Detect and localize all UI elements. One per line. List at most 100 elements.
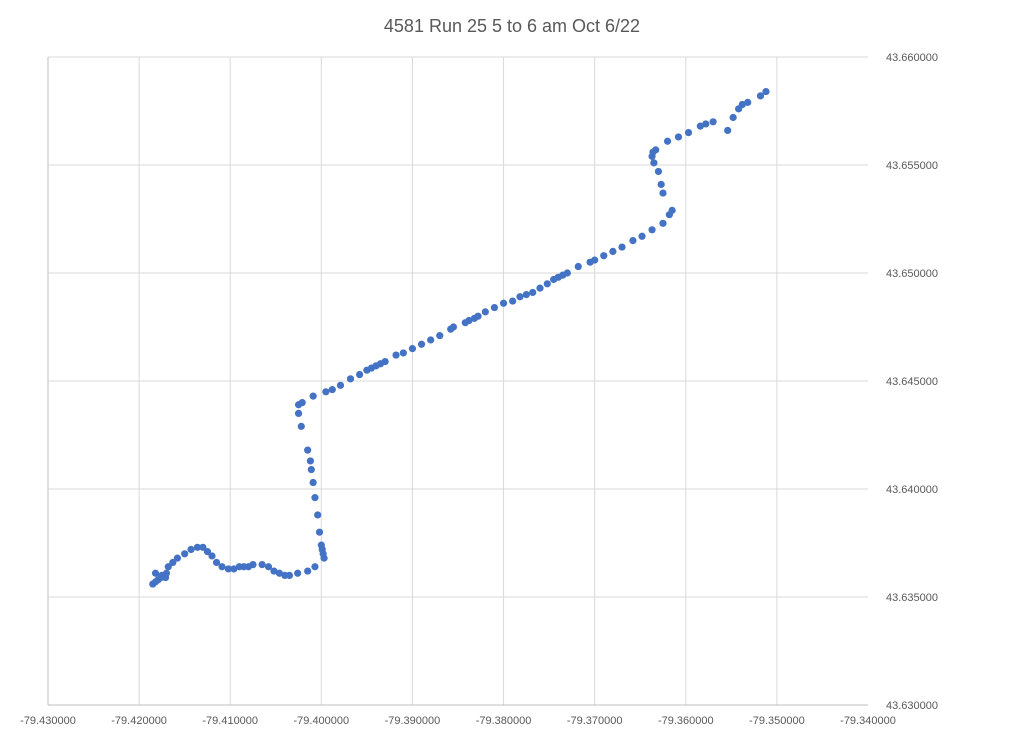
y-tick-label: 43.655000 [886, 160, 938, 172]
data-point [609, 247, 617, 255]
data-point [309, 478, 317, 487]
data-point [668, 206, 676, 214]
data-point [199, 543, 207, 551]
x-tick-label: -79.390000 [385, 715, 441, 727]
x-tick-label: -79.370000 [567, 715, 623, 727]
data-point [724, 126, 732, 135]
data-points [149, 87, 770, 588]
data-point [294, 569, 302, 577]
data-point [322, 388, 330, 396]
data-point [306, 457, 314, 465]
data-point [756, 92, 765, 100]
data-point [600, 252, 608, 260]
data-point [659, 189, 667, 197]
chart-title: 4581 Run 25 5 to 6 am Oct 6/22 [383, 16, 641, 36]
data-point [427, 336, 435, 344]
y-tick-label: 43.645000 [886, 376, 938, 388]
data-point [702, 120, 710, 128]
data-point [169, 558, 177, 567]
data-point [218, 563, 226, 571]
data-point [208, 552, 216, 560]
data-point [161, 573, 170, 582]
data-point [674, 133, 683, 141]
data-point [696, 122, 704, 130]
data-point [264, 563, 273, 571]
data-point [317, 541, 325, 549]
y-tick-label: 43.635000 [886, 592, 938, 604]
data-point [659, 219, 667, 227]
data-point [529, 288, 537, 297]
data-point [648, 226, 656, 234]
data-point [417, 340, 426, 348]
data-point [381, 357, 389, 366]
data-point [399, 349, 407, 357]
data-point [224, 565, 232, 573]
data-point [230, 565, 238, 573]
data-point [297, 422, 305, 430]
data-point [336, 381, 345, 389]
data-point [574, 262, 582, 271]
x-tick-label: -79.420000 [111, 715, 167, 727]
y-tick-labels: 43.630000 43.635000 43.640000 43.645000 43.6… [886, 52, 938, 712]
data-point [328, 386, 336, 394]
data-point [744, 98, 752, 106]
x-tick-label: -79.430000 [20, 715, 76, 727]
x-tick-label: -79.380000 [476, 715, 532, 727]
data-point [536, 284, 544, 292]
x-tick-label: -79.400000 [293, 715, 349, 727]
data-point [709, 118, 717, 126]
data-point [307, 465, 315, 474]
data-point [638, 232, 646, 240]
data-point [543, 280, 551, 288]
data-point [499, 299, 508, 307]
x-tick-label: -79.350000 [749, 715, 805, 727]
y-tick-label: 43.660000 [886, 52, 938, 64]
data-point [436, 332, 444, 340]
data-point [629, 237, 637, 245]
data-point [663, 137, 672, 145]
data-point [258, 561, 266, 569]
data-point [314, 511, 322, 519]
data-point [275, 569, 284, 577]
data-point [173, 554, 181, 562]
data-point [490, 303, 499, 312]
data-point [187, 545, 195, 554]
data-point [729, 113, 737, 122]
data-point [408, 345, 417, 353]
y-tick-label: 43.630000 [886, 700, 938, 712]
data-point [151, 569, 160, 577]
data-point [203, 548, 212, 556]
data-point [311, 494, 319, 502]
data-point [212, 558, 221, 567]
data-point [481, 308, 489, 316]
data-point [164, 563, 172, 571]
data-point [618, 243, 626, 251]
data-point [356, 370, 364, 379]
y-tick-label: 43.650000 [886, 268, 938, 280]
data-point [346, 375, 355, 383]
data-point [392, 351, 400, 359]
data-point [509, 297, 517, 305]
data-point [249, 561, 257, 569]
data-point [516, 293, 524, 301]
data-point [309, 392, 317, 400]
data-point [684, 129, 693, 137]
data-point [654, 167, 663, 176]
data-point [738, 100, 746, 109]
x-tick-label: -79.340000 [840, 715, 896, 727]
data-point [652, 146, 660, 154]
data-point [762, 87, 770, 96]
x-tick-labels: -79.430000 -79.420000 -79.410000 -79.400000… [20, 715, 896, 727]
data-point [298, 399, 306, 407]
y-tick-label: 43.640000 [886, 484, 938, 496]
data-point [304, 567, 312, 575]
data-point [193, 543, 202, 551]
data-point [270, 567, 278, 575]
data-point [522, 291, 530, 299]
grid [48, 56, 868, 705]
data-point [591, 256, 599, 264]
data-point [315, 528, 324, 536]
x-tick-label: -79.360000 [658, 715, 714, 727]
